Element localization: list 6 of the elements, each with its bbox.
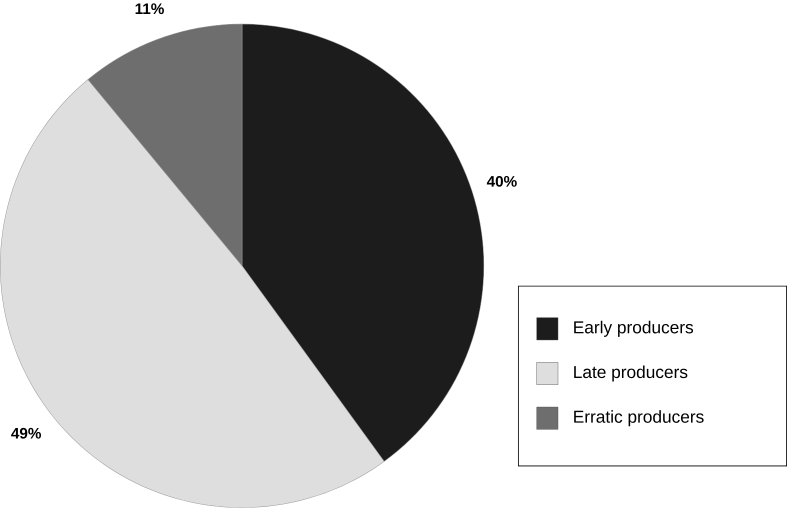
data-label: 40% bbox=[486, 176, 517, 187]
data-label: 11% bbox=[136, 3, 164, 14]
legend-label: Early producers bbox=[574, 320, 694, 337]
legend-label: Late producers bbox=[574, 366, 688, 382]
legend-label: Erratic producers bbox=[574, 410, 704, 426]
data-label: 49% bbox=[11, 428, 42, 439]
